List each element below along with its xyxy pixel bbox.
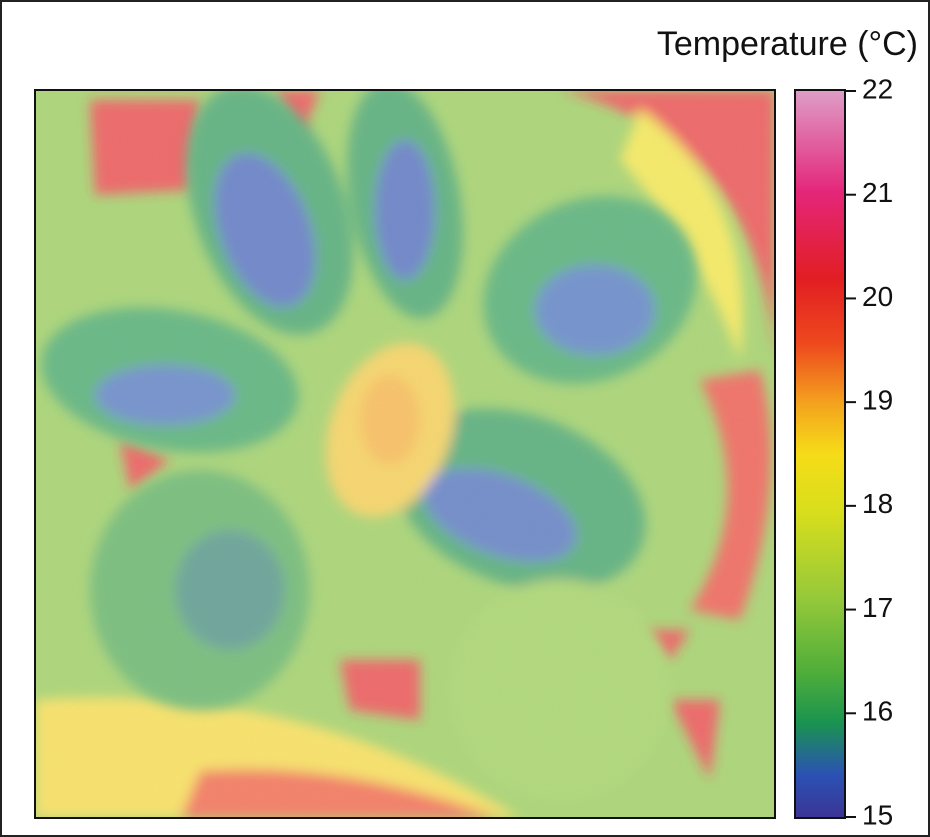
tick-label: 21 xyxy=(862,177,893,208)
tick-label: 17 xyxy=(862,592,893,623)
thermal-image xyxy=(30,62,775,818)
tick-label: 18 xyxy=(862,488,893,519)
figure: Temperature (°C) 15 16 17 18 19 20 21 22 xyxy=(0,0,930,837)
colorbar xyxy=(795,90,845,818)
tick-label: 19 xyxy=(862,385,893,416)
colorbar-title: Temperature (°C) xyxy=(657,25,918,63)
tick-label: 20 xyxy=(862,281,893,312)
colorbar-ticks: 15 16 17 18 19 20 21 22 xyxy=(845,73,893,830)
tick-label: 22 xyxy=(862,73,893,104)
tick-label: 15 xyxy=(862,799,893,830)
tick-label: 16 xyxy=(862,696,893,727)
